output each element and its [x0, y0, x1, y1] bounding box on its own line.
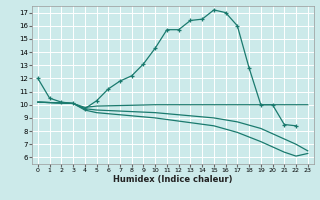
X-axis label: Humidex (Indice chaleur): Humidex (Indice chaleur)	[113, 175, 233, 184]
